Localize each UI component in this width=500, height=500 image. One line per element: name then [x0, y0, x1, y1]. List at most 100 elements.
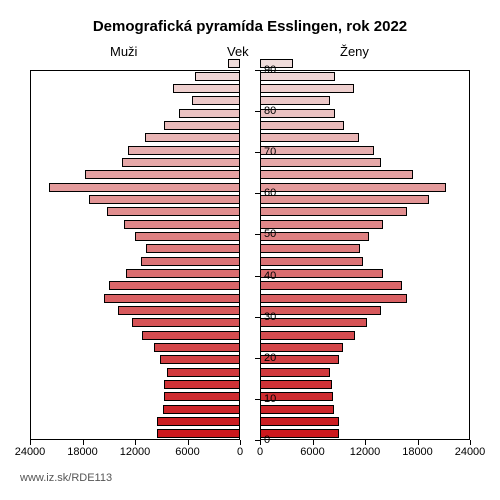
x-tick-mark	[313, 440, 314, 445]
male-bar	[104, 294, 240, 303]
female-bar	[260, 220, 383, 229]
x-tick-label: 18000	[402, 446, 433, 458]
source-url: www.iz.sk/RDE113	[20, 472, 112, 484]
x-tick-mark	[365, 440, 366, 445]
female-bar	[260, 158, 381, 167]
x-tick-mark	[470, 440, 471, 445]
male-bar	[124, 220, 240, 229]
female-bar	[260, 84, 354, 93]
x-tick-label: 6000	[175, 446, 199, 458]
y-tick-label: 10	[264, 393, 276, 405]
male-bar	[142, 331, 240, 340]
figure-container: Demografická pyramída Esslingen, rok 202…	[0, 0, 500, 500]
male-bar	[109, 281, 240, 290]
y-tick-label: 90	[264, 64, 276, 76]
y-tick-mark	[255, 358, 260, 359]
female-bar	[260, 380, 332, 389]
female-bar	[260, 121, 344, 130]
y-tick-label: 80	[264, 105, 276, 117]
x-tick-label: 18000	[67, 446, 98, 458]
y-tick-mark	[255, 193, 260, 194]
male-bar	[154, 343, 240, 352]
female-bar	[260, 207, 407, 216]
male-bar	[192, 96, 240, 105]
y-tick-label: 30	[264, 311, 276, 323]
x-tick-label: 6000	[300, 446, 324, 458]
x-tick-label: 24000	[455, 446, 486, 458]
x-tick-mark	[188, 440, 189, 445]
y-tick-label: 20	[264, 352, 276, 364]
female-bar	[260, 306, 381, 315]
male-bar	[107, 207, 240, 216]
female-bar	[260, 170, 413, 179]
male-bar	[160, 355, 241, 364]
x-tick-label: 0	[257, 446, 263, 458]
male-bar	[126, 269, 240, 278]
male-bar	[179, 109, 240, 118]
male-bar	[135, 232, 240, 241]
female-bar	[260, 269, 383, 278]
male-bar	[164, 392, 240, 401]
female-bar	[260, 232, 369, 241]
male-bar	[173, 84, 240, 93]
male-bar	[132, 318, 241, 327]
x-tick-mark	[260, 440, 261, 445]
female-bar	[260, 343, 343, 352]
male-bar	[195, 72, 241, 81]
y-tick-label: 40	[264, 270, 276, 282]
male-bar	[164, 121, 240, 130]
x-tick-label: 12000	[120, 446, 151, 458]
y-tick-mark	[255, 317, 260, 318]
female-bar	[260, 146, 374, 155]
male-bar	[49, 183, 240, 192]
y-tick-label: 50	[264, 228, 276, 240]
male-panel	[30, 70, 240, 440]
female-bar	[260, 417, 339, 426]
male-bar	[128, 146, 240, 155]
x-tick-mark	[135, 440, 136, 445]
female-bar	[260, 331, 355, 340]
x-tick-label: 0	[237, 446, 243, 458]
male-bar	[85, 170, 240, 179]
female-bar	[260, 195, 429, 204]
y-tick-label: 70	[264, 146, 276, 158]
female-bar	[260, 294, 407, 303]
male-bar	[141, 257, 240, 266]
legend-age: Vek	[227, 44, 249, 59]
male-bar	[167, 368, 241, 377]
male-bar	[145, 133, 240, 142]
y-tick-mark	[255, 276, 260, 277]
x-tick-mark	[240, 440, 241, 445]
male-bar	[164, 380, 240, 389]
female-bar	[260, 183, 446, 192]
female-bar	[260, 133, 359, 142]
female-bar	[260, 281, 402, 290]
y-tick-mark	[255, 111, 260, 112]
female-bar	[260, 257, 363, 266]
x-tick-mark	[418, 440, 419, 445]
female-bar	[260, 429, 339, 438]
male-bar	[118, 306, 240, 315]
legend-male: Muži	[110, 44, 137, 59]
x-tick-label: 24000	[15, 446, 46, 458]
y-tick-label: 60	[264, 187, 276, 199]
female-bar	[260, 244, 360, 253]
female-bar	[260, 368, 330, 377]
y-tick-mark	[255, 152, 260, 153]
female-panel	[260, 70, 470, 440]
chart-title: Demografická pyramída Esslingen, rok 202…	[0, 18, 500, 35]
y-tick-mark	[255, 234, 260, 235]
x-tick-mark	[30, 440, 31, 445]
female-bar	[260, 96, 330, 105]
x-tick-label: 12000	[350, 446, 381, 458]
female-bar	[260, 405, 334, 414]
male-bar	[157, 417, 240, 426]
male-bar	[146, 244, 241, 253]
x-tick-mark	[83, 440, 84, 445]
y-tick-mark	[255, 399, 260, 400]
legend-female: Ženy	[340, 44, 369, 59]
male-bar	[89, 195, 240, 204]
y-tick-label: 0	[264, 434, 270, 446]
y-tick-mark	[255, 70, 260, 71]
male-bar	[163, 405, 240, 414]
